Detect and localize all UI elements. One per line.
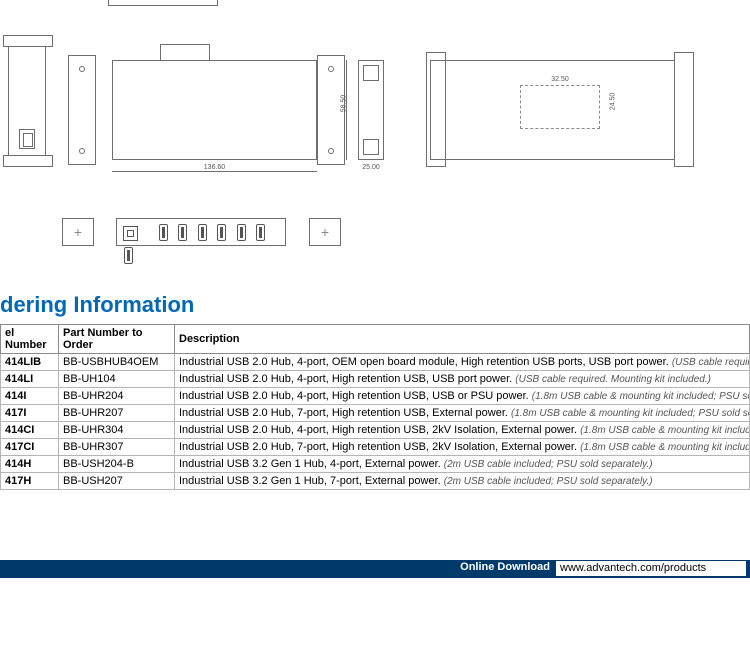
mount-tab [160, 44, 210, 60]
technical-drawings: 58.50 136.60 25.00 32.50 24.50 [0, 0, 750, 265]
mount-dim-w: 32.50 [520, 76, 600, 83]
mount-dim-h: 24.50 [609, 93, 616, 111]
col-part: Part Number to Order [59, 325, 175, 354]
cell-part: BB-USH207 [59, 473, 175, 490]
hub-port-row [62, 218, 352, 248]
cell-part: BB-USBHUB4OEM [59, 354, 175, 371]
cell-model: 414LI [1, 371, 59, 388]
cell-desc: Industrial USB 2.0 Hub, 7-port, High ret… [175, 405, 750, 422]
cell-desc: Industrial USB 3.2 Gen 1 Hub, 7-port, Ex… [175, 473, 750, 490]
cell-model: 414I [1, 388, 59, 405]
usb-a-icon [237, 224, 246, 241]
usb-b-icon [123, 226, 138, 241]
usb-a-icon [198, 224, 207, 241]
dim-width: 136.60 [112, 164, 317, 178]
footer-label: Online Download [460, 561, 550, 573]
ordering-table: el Number Part Number to Order Descripti… [0, 324, 750, 490]
mount-pattern [520, 85, 600, 129]
cell-part: BB-UHR204 [59, 388, 175, 405]
cell-model: 414CI [1, 422, 59, 439]
dim-height: 58.50 [338, 60, 354, 160]
cell-desc: Industrial USB 2.0 Hub, 4-port, High ret… [175, 388, 750, 405]
usb-a-icon [159, 224, 168, 241]
profile-view [358, 60, 384, 160]
dim-depth: 25.00 [358, 164, 384, 171]
cell-model: 414LIB [1, 354, 59, 371]
cell-model: 417CI [1, 439, 59, 456]
cell-model: 417I [1, 405, 59, 422]
cell-desc: Industrial USB 2.0 Hub, 7-port, High ret… [175, 439, 750, 456]
usb-a-icon [124, 247, 133, 264]
cell-model: 414H [1, 456, 59, 473]
front-view [112, 60, 317, 160]
drawing-fragment [108, 0, 218, 6]
ordering-section: dering Information el Number Part Number… [0, 288, 750, 490]
cell-part: BB-UHR304 [59, 422, 175, 439]
table-row: 417CIBB-UHR307Industrial USB 2.0 Hub, 7-… [1, 439, 750, 456]
cell-part: BB-UH104 [59, 371, 175, 388]
usb-a-icon [178, 224, 187, 241]
footer-url[interactable]: www.advantech.com/products [556, 561, 746, 576]
usb-a-icon [256, 224, 265, 241]
cell-desc: Industrial USB 2.0 Hub, 4-port, High ret… [175, 371, 750, 388]
cell-part: BB-USH204-B [59, 456, 175, 473]
table-row: 414LIBB-UH104Industrial USB 2.0 Hub, 4-p… [1, 371, 750, 388]
table-row: 414IBB-UHR204Industrial USB 2.0 Hub, 4-p… [1, 388, 750, 405]
section-title: dering Information [0, 288, 750, 324]
col-model: el Number [1, 325, 59, 354]
table-row: 414LIBBB-USBHUB4OEMIndustrial USB 2.0 Hu… [1, 354, 750, 371]
table-row: 417IBB-UHR207Industrial USB 2.0 Hub, 7-p… [1, 405, 750, 422]
cell-desc: Industrial USB 3.2 Gen 1 Hub, 4-port, Ex… [175, 456, 750, 473]
table-row: 414HBB-USH204-BIndustrial USB 3.2 Gen 1 … [1, 456, 750, 473]
cell-desc: Industrial USB 2.0 Hub, 4-port, OEM open… [175, 354, 750, 371]
table-row: 414CIBB-UHR304Industrial USB 2.0 Hub, 4-… [1, 422, 750, 439]
footer-bar: Online Download www.advantech.com/produc… [0, 560, 750, 578]
bracket-left [68, 55, 96, 165]
top-bracket-right [674, 52, 694, 167]
cell-desc: Industrial USB 2.0 Hub, 4-port, High ret… [175, 422, 750, 439]
side-view [8, 42, 46, 160]
cell-part: BB-UHR207 [59, 405, 175, 422]
col-desc: Description [175, 325, 750, 354]
cell-model: 417H [1, 473, 59, 490]
table-row: 417HBB-USH207Industrial USB 3.2 Gen 1 Hu… [1, 473, 750, 490]
usb-a-icon [217, 224, 226, 241]
cell-part: BB-UHR307 [59, 439, 175, 456]
